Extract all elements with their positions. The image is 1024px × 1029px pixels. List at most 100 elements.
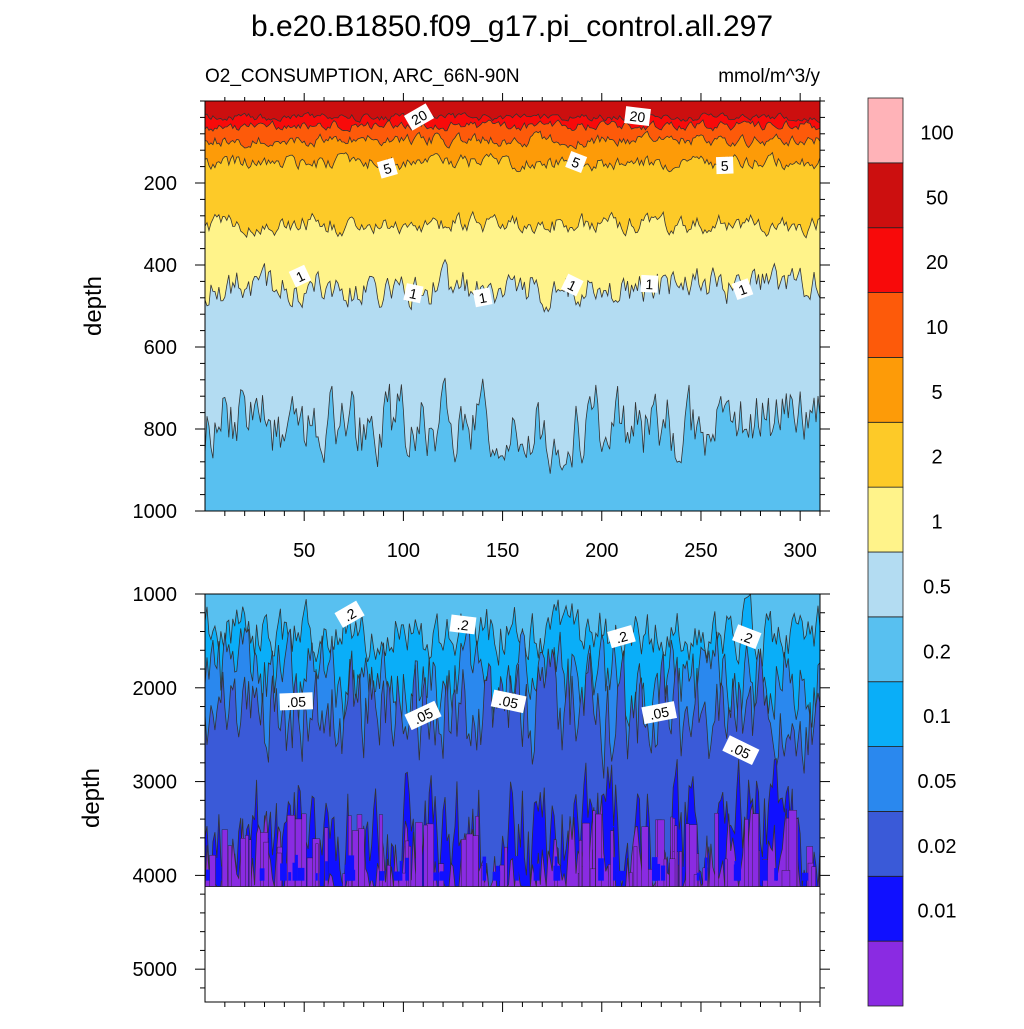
upper-contour-label-group: 1 [403, 283, 424, 304]
lower-deepest-spike [399, 860, 403, 881]
lower-deepest-spike [347, 855, 355, 881]
colorbar-swatch [867, 811, 904, 877]
lower-deep-spike [221, 829, 228, 887]
colorbar-label: 100 [920, 122, 953, 144]
colorbar-label: 0.5 [923, 576, 951, 598]
lower-deep-spike [679, 851, 683, 887]
lower-deepest-spike [295, 854, 298, 881]
upper-ytick-label: 1000 [133, 501, 178, 523]
lower-deep-spike [209, 855, 216, 887]
lower-deepest-spike [774, 868, 778, 881]
lower-deepest-spike [619, 870, 626, 881]
chart-title: b.e20.B1850.f09_g17.pi_control.all.297 [251, 10, 773, 43]
lower-contour-label: .2 [614, 628, 630, 647]
colorbar-swatch [867, 746, 904, 812]
lower-deepest-spike [348, 869, 356, 881]
lower-contour-label-group: .05 [641, 701, 678, 725]
lower-ytick-label: 5000 [133, 959, 178, 981]
lower-deepest-spike [492, 871, 500, 881]
colorbar-swatch [867, 681, 904, 747]
lower-contour-label-group: .05 [722, 735, 760, 766]
lower-contour-label-bg [490, 689, 527, 714]
lower-contour-label: .05 [497, 692, 520, 712]
lower-contour-label: .05 [286, 694, 306, 711]
lower-deepest-spike [482, 856, 487, 881]
lower-deepest-spike [379, 871, 385, 881]
lower-contour-label: .05 [411, 704, 436, 727]
lower-deepest-spike [259, 868, 265, 881]
colorbar-label: 20 [926, 252, 948, 274]
upper-frame [204, 100, 821, 512]
lower-deepest-spike [533, 863, 540, 881]
colorbar-label: 10 [926, 317, 948, 339]
colorbar-swatch [867, 616, 904, 683]
lower-ytick-label: 4000 [133, 865, 178, 887]
lower-deepest-spike [733, 864, 738, 881]
units-label: mmol/m^3/y [718, 66, 820, 87]
lower-contour-label-bg [449, 614, 477, 635]
upper-contour-label-group: 1 [731, 278, 754, 301]
upper-ytick-label: 600 [144, 337, 177, 359]
upper-xtick-label: 50 [293, 540, 315, 562]
upper-contour-label-group: 20 [403, 103, 435, 131]
colorbar-label: 0.02 [918, 836, 957, 858]
lower-ytick-label: 2000 [133, 678, 178, 700]
lower-deepest-spike [217, 866, 222, 881]
lower-deepest-spike [696, 872, 700, 881]
upper-contour-label-group: 5 [715, 156, 734, 175]
lower-contour-label-group: .05 [490, 689, 527, 714]
upper-contour-line-0.5 [205, 377, 820, 474]
lower-deep-spike [227, 845, 232, 887]
lower-deepest-spike [344, 864, 351, 881]
lower-contour-label-bg [732, 624, 762, 650]
lower-deepest-spike [405, 857, 409, 881]
colorbar-label: 0.1 [923, 706, 951, 728]
lower-deep-spike [685, 823, 690, 887]
upper-ytick-label: 400 [144, 255, 177, 277]
upper-contour-label: 20 [629, 108, 647, 126]
lower-deep-spike [582, 822, 590, 887]
lower-contour-label: .2 [738, 628, 755, 647]
lower-deepest-spike [369, 860, 374, 881]
upper-contour-label-group: 1 [640, 274, 659, 293]
colorbar-swatch [867, 486, 904, 553]
lower-contour-label: .05 [728, 739, 753, 762]
colorbar-swatch [867, 97, 904, 164]
upper-ylabel: depth [80, 276, 107, 336]
lower-deep-spike [578, 840, 583, 887]
upper-contour-label-group: 1 [288, 264, 312, 288]
upper-contour-label-bg [731, 278, 754, 301]
upper-contour-label-bg [560, 273, 584, 297]
colorbar-swatch [867, 421, 904, 488]
colorbar: 0.01 0.02 0.05 0.1 0.2 0.5 1 2 5 10 20 50 100 [867, 97, 957, 1007]
lower-contour-label: .05 [648, 703, 670, 722]
lower-deepest-spike [613, 857, 616, 881]
lower-contour-label-group: .2 [607, 625, 636, 649]
lower-deepest-spike [515, 856, 519, 881]
upper-contour-label: 1 [645, 276, 654, 292]
upper-panel: 20 205 5 511 11 1 150 100 150 200 250 3002004006008… [133, 93, 830, 562]
upper-contour-label-bg [565, 151, 588, 174]
lower-deepest-spike [654, 868, 657, 881]
lower-ytick-label: 1000 [133, 584, 178, 606]
lower-ytick-label: 3000 [133, 772, 178, 794]
lower-deepest-spike [801, 872, 809, 881]
upper-contour-label: 20 [409, 106, 431, 128]
upper-band-below-0.5 [205, 377, 820, 511]
lower-contour-label-group: .2 [334, 600, 365, 628]
lower-deep-spike [669, 858, 676, 887]
lower-deepest-spike [761, 860, 768, 881]
lower-contour-label-bg [641, 701, 678, 725]
upper-ytick-label: 800 [144, 419, 177, 441]
lower-contour-label-group: .2 [449, 614, 477, 635]
lower-contour-label-bg [334, 600, 365, 628]
colorbar-swatch [867, 227, 904, 293]
lower-contour-label-bg [404, 700, 442, 731]
colorbar-label: 5 [931, 382, 942, 404]
upper-contour-label-bg [715, 156, 734, 175]
lower-deepest-spike [280, 863, 287, 881]
lower-deep-spike [589, 868, 596, 887]
upper-ytick-label: 200 [144, 173, 177, 195]
lower-contour-field [205, 594, 820, 889]
colorbar-label: 0.05 [918, 771, 957, 793]
